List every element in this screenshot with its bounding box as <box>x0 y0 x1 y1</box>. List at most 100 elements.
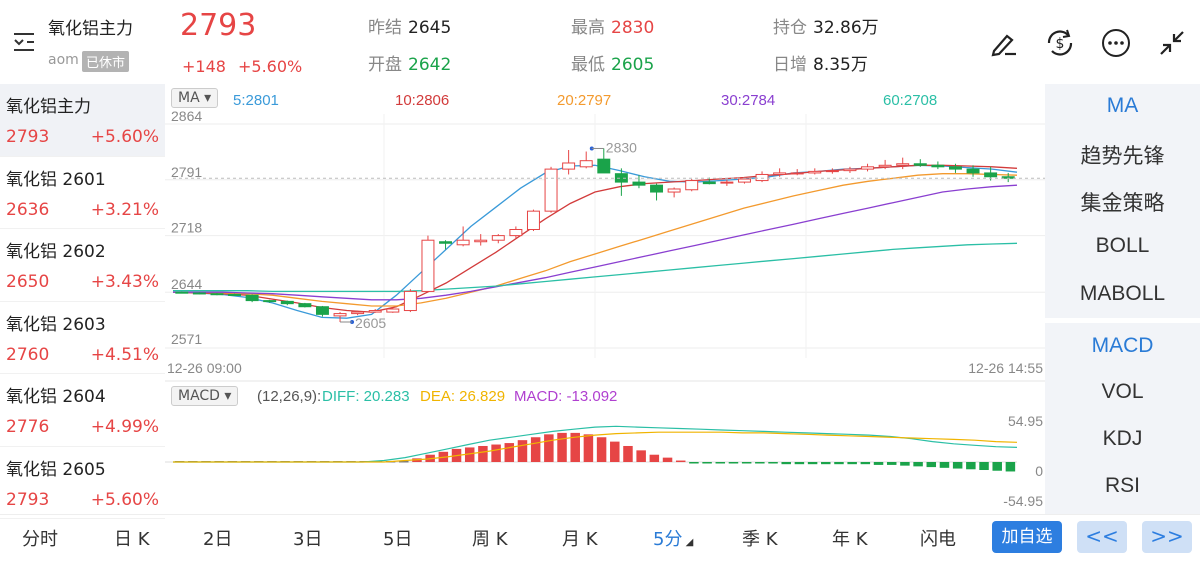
macd-bar <box>504 443 515 462</box>
macd-bar <box>636 450 646 462</box>
panel-divider <box>1045 318 1200 323</box>
macd-bar <box>913 462 923 467</box>
macd-bar <box>478 445 488 462</box>
indicator-ma[interactable]: MA <box>1106 94 1139 117</box>
list-item[interactable]: 氧化铝 2603 2760 +4.51% <box>0 302 165 374</box>
candle-body <box>175 291 189 294</box>
candle-body <box>702 181 716 185</box>
price-tick-label: 2718 <box>171 220 202 236</box>
macd-bar <box>570 432 580 462</box>
macd-bar <box>807 462 818 465</box>
list-item[interactable]: 氧化铝 2604 2776 +4.99% <box>0 374 165 447</box>
tab-weekly-k[interactable]: 周 K <box>472 529 508 550</box>
candle-body <box>368 310 382 313</box>
indicator-kdj[interactable]: KDJ <box>1102 427 1143 450</box>
prev-button[interactable]: << <box>1077 521 1127 553</box>
tab-yearly-k[interactable]: 年 K <box>832 529 868 550</box>
macd-bar <box>596 437 607 462</box>
macd-bar <box>517 440 528 462</box>
indicator-strategy[interactable]: 集金策略 <box>1080 192 1165 215</box>
indicator-rsi[interactable]: RSI <box>1104 474 1140 497</box>
indicator-trend[interactable]: 趋势先锋 <box>1080 145 1165 168</box>
candle-body <box>825 170 839 173</box>
tab-5day[interactable]: 5日 <box>383 529 413 550</box>
ma-legend-ma30: 30:2784 <box>721 92 775 109</box>
macd-bar <box>926 462 937 468</box>
indicator-vol[interactable]: VOL <box>1101 380 1144 403</box>
tab-daily-k[interactable]: 日 K <box>114 529 150 550</box>
list-item[interactable]: 氧化铝 2601 2636 +3.21% <box>0 157 165 229</box>
tab-2day[interactable]: 2日 <box>203 529 233 550</box>
tab-monthly-k[interactable]: 月 K <box>562 529 598 550</box>
candle-body <box>228 293 242 296</box>
svg-text:$: $ <box>1056 36 1065 52</box>
macd-dropdown[interactable]: MACD ▾ <box>171 386 239 406</box>
candle-body <box>544 168 558 212</box>
ma-legend-ma10: 10:2806 <box>395 92 449 109</box>
candle-body <box>579 160 593 168</box>
candle-body <box>456 239 470 246</box>
candle-body <box>351 311 365 315</box>
candle-body <box>280 300 294 305</box>
ma-dropdown[interactable]: MA ▾ <box>171 88 219 108</box>
macd-bar <box>992 462 1002 471</box>
list-item-pct: +4.51% <box>90 344 159 365</box>
low-marker-dot <box>350 320 355 325</box>
candle-body <box>773 172 787 175</box>
macd-bar <box>768 462 778 464</box>
trade-icon[interactable]: $ <box>1043 26 1077 60</box>
stat-prev-close: 昨结 2645 <box>368 18 452 38</box>
macd-line-diff <box>173 425 1018 463</box>
list-item-name: 氧化铝 2605 <box>6 459 106 480</box>
market-status-badge: 已休市 <box>82 51 130 72</box>
tab-flash[interactable]: 闪电 <box>920 529 956 550</box>
list-item-price: 2793 <box>6 127 50 147</box>
next-button[interactable]: >> <box>1142 521 1192 553</box>
list-item-pct: +5.60% <box>90 127 159 147</box>
price-change-pct: +5.60% <box>238 57 303 76</box>
macd-bar <box>583 434 594 462</box>
indicator-maboll[interactable]: MABOLL <box>1079 282 1166 305</box>
tab-3day[interactable]: 3日 <box>293 529 323 550</box>
candle-body <box>439 241 453 244</box>
candle-body <box>315 306 329 315</box>
candle-body <box>509 229 523 237</box>
more-icon[interactable] <box>1099 26 1133 60</box>
macd-tick-zero: 0 <box>1035 463 1043 479</box>
list-item[interactable]: 氧化铝 2605 2793 +5.60% <box>0 447 165 519</box>
indicator-boll[interactable]: BOLL <box>1095 234 1150 257</box>
candle-body <box>562 162 576 170</box>
list-item[interactable]: 氧化铝主力 2793 +5.60% <box>0 84 165 157</box>
candle-body <box>913 163 927 166</box>
menu-icon[interactable] <box>12 30 38 52</box>
candle-body <box>632 181 646 186</box>
low-label: 2605 <box>355 315 386 331</box>
kline-chart[interactable]: 2864 2791 2718 2644 2571 5:2801 10:2806 20:2797… <box>165 84 1045 516</box>
tab-quarterly-k[interactable]: 季 K <box>742 529 778 550</box>
candle-body <box>192 292 206 295</box>
candle-body <box>667 188 681 193</box>
macd-bar <box>623 445 633 462</box>
draw-pen-icon[interactable] <box>987 26 1021 60</box>
macd-bar <box>755 462 765 464</box>
indicator-macd[interactable]: MACD <box>1091 334 1154 357</box>
kline-chart-area[interactable]: 2864 2791 2718 2644 2571 5:2801 10:2806 20:2797… <box>165 84 1045 516</box>
list-item[interactable]: 氧化铝 2602 2650 +3.43% <box>0 229 165 302</box>
ma-legend-ma60: 60:2708 <box>883 92 937 109</box>
candle-body <box>878 164 892 168</box>
candle-body <box>861 166 875 170</box>
macd-bar <box>834 462 844 465</box>
stat-open-interest: 持仓 32.86万 <box>773 18 879 38</box>
macd-bar <box>491 444 501 462</box>
time-label-end: 12-26 14:55 <box>968 360 1043 376</box>
candle-body <box>755 173 769 182</box>
tab-5min[interactable]: 5分 ◢ <box>653 529 694 550</box>
collapse-icon[interactable] <box>1155 26 1189 60</box>
candle-body <box>737 178 751 183</box>
macd-params: (12,26,9): <box>257 388 321 405</box>
list-item-price: 2776 <box>6 417 50 437</box>
add-favorite-button[interactable]: 加自选 <box>992 521 1062 553</box>
contract-list: 氧化铝主力 2793 +5.60% 氧化铝 2601 2636 +3.21% 氧化铝… <box>0 84 165 519</box>
macd-diff-legend: DIFF: 20.283 <box>322 388 410 405</box>
tab-intraday[interactable]: 分时 <box>22 529 58 550</box>
